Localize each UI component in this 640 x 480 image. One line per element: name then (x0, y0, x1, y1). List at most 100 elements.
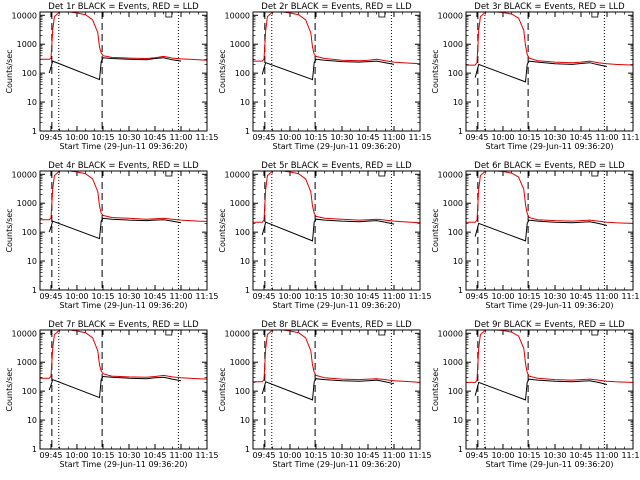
marker-box (378, 329, 386, 336)
y-tick-label: 10 (27, 416, 37, 425)
x-axis-label: Start Time (29-Jun-11 09:36:20) (486, 142, 614, 151)
x-tick-label: 10:30 (117, 292, 140, 301)
x-tick-label: 09:45 (39, 451, 62, 460)
y-axis-label: Counts/sec (218, 367, 227, 411)
x-axis-label: Start Time (29-Jun-11 09:36:20) (486, 301, 614, 310)
x-tick-label: 10:45 (569, 292, 592, 301)
y-tick-label: 1000 (230, 358, 250, 367)
marker-box (591, 170, 599, 177)
x-axis-label: Start Time (29-Jun-11 09:36:20) (273, 142, 401, 151)
x-tick-label: 10:15 (91, 133, 114, 142)
plot-frame (39, 170, 208, 291)
x-axis-label: Start Time (29-Jun-11 09:36:20) (60, 301, 188, 310)
plot-frame (465, 11, 634, 132)
y-tick-label: 10000 (438, 170, 463, 179)
x-tick-label: 11:15 (621, 292, 640, 301)
x-tick-label: 11:15 (195, 292, 218, 301)
y-axis-label: Counts/sec (431, 49, 440, 93)
y-tick-label: 10 (453, 98, 463, 107)
x-tick-label: 10:00 (65, 133, 88, 142)
x-tick-label: 10:45 (143, 292, 166, 301)
panel-det-3: Det 3r BLACK = Events, RED = LLD Counts/s… (431, 2, 640, 151)
x-tick-label: 10:45 (143, 451, 166, 460)
y-tick-label: 1 (245, 127, 250, 136)
x-axis-label: Start Time (29-Jun-11 09:36:20) (273, 460, 401, 469)
series-line-lld (40, 171, 207, 222)
y-tick-label: 1 (458, 286, 463, 295)
series-line-lld (40, 12, 207, 61)
x-axis-label: Start Time (29-Jun-11 09:36:20) (486, 460, 614, 469)
x-tick-label: 11:15 (621, 451, 640, 460)
panel-det-6: Det 6r BLACK = Events, RED = LLD Counts/s… (431, 161, 640, 310)
x-tick-label: 11:15 (621, 133, 640, 142)
series-line-events (48, 375, 182, 399)
x-tick-label: 10:15 (517, 292, 540, 301)
x-tick-label: 11:00 (382, 292, 405, 301)
y-tick-label: 100 (448, 228, 463, 237)
x-tick-label: 10:15 (517, 133, 540, 142)
x-tick-label: 09:45 (465, 133, 488, 142)
series-line-events (261, 378, 395, 401)
series-line-lld (253, 171, 420, 224)
x-tick-label: 10:30 (330, 451, 353, 460)
panel-title: Det 8r BLACK = Events, RED = LLD (261, 320, 412, 330)
x-tick-label: 10:00 (278, 451, 301, 460)
marker-box (165, 11, 173, 18)
marker-box (591, 11, 599, 18)
y-axis-label: Counts/sec (431, 208, 440, 252)
y-tick-label: 10 (27, 98, 37, 107)
x-tick-label: 11:15 (195, 133, 218, 142)
series-line-events (48, 57, 182, 81)
y-tick-label: 10000 (225, 329, 250, 338)
x-tick-label: 10:45 (356, 133, 379, 142)
y-tick-label: 10 (240, 416, 250, 425)
x-tick-label: 11:15 (408, 133, 431, 142)
y-tick-label: 100 (448, 69, 463, 78)
y-tick-label: 1000 (443, 40, 463, 49)
y-tick-label: 1000 (443, 358, 463, 367)
y-tick-label: 1 (32, 127, 37, 136)
x-tick-label: 10:00 (491, 451, 514, 460)
y-tick-label: 10000 (12, 170, 37, 179)
x-tick-label: 10:30 (117, 451, 140, 460)
y-axis-label: Counts/sec (218, 49, 227, 93)
x-tick-label: 10:00 (65, 292, 88, 301)
y-tick-label: 100 (235, 387, 250, 396)
panel-title: Det 9r BLACK = Events, RED = LLD (474, 320, 625, 330)
x-tick-label: 10:00 (491, 133, 514, 142)
x-axis-label: Start Time (29-Jun-11 09:36:20) (60, 142, 188, 151)
x-tick-label: 11:00 (169, 133, 192, 142)
x-tick-label: 09:45 (465, 292, 488, 301)
panel-det-9: Det 9r BLACK = Events, RED = LLD Counts/s… (431, 320, 640, 469)
x-tick-label: 09:45 (252, 292, 275, 301)
y-axis-label: Counts/sec (5, 208, 14, 252)
plot-frame (252, 170, 421, 291)
x-tick-label: 11:00 (169, 292, 192, 301)
y-tick-label: 10000 (12, 11, 37, 20)
series-line-lld (40, 330, 207, 380)
marker-box (165, 329, 173, 336)
x-tick-label: 11:15 (408, 451, 431, 460)
y-tick-label: 10000 (12, 329, 37, 338)
x-tick-label: 10:00 (491, 292, 514, 301)
panel-title: Det 1r BLACK = Events, RED = LLD (48, 2, 199, 12)
y-axis-label: Counts/sec (218, 208, 227, 252)
series-line-events (474, 60, 608, 83)
x-tick-label: 10:30 (117, 133, 140, 142)
y-axis-label: Counts/sec (431, 367, 440, 411)
y-axis-label: Counts/sec (5, 49, 14, 93)
y-tick-label: 100 (235, 228, 250, 237)
series-line-lld (253, 12, 420, 65)
y-tick-label: 100 (22, 228, 37, 237)
plot-frame (465, 170, 634, 291)
y-tick-label: 1000 (17, 40, 37, 49)
panel-title: Det 7r BLACK = Events, RED = LLD (48, 320, 199, 330)
x-tick-label: 11:15 (408, 292, 431, 301)
panel-det-7: Det 7r BLACK = Events, RED = LLD Counts/s… (5, 320, 219, 469)
series-line-lld (466, 12, 633, 66)
y-tick-label: 100 (448, 387, 463, 396)
plot-frame (39, 11, 208, 132)
x-tick-label: 10:15 (91, 451, 114, 460)
